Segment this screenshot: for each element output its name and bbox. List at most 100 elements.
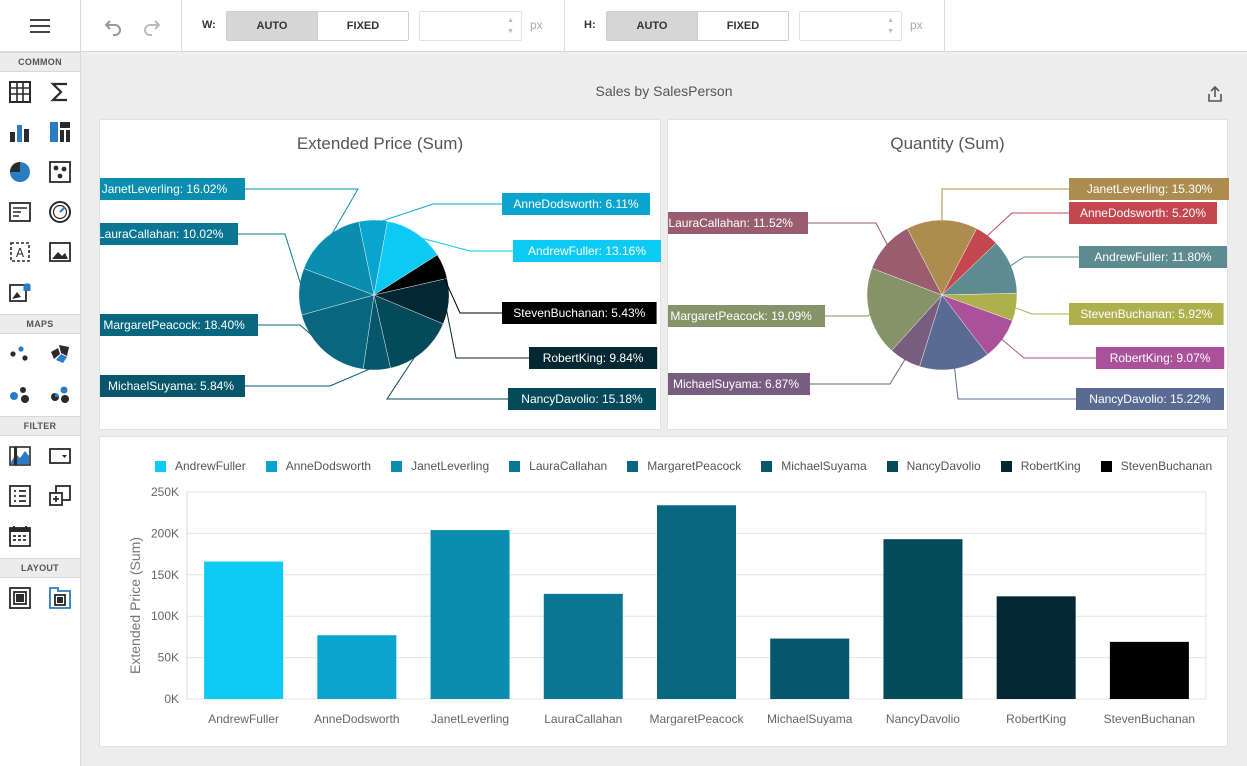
width-fixed-button[interactable]: FIXED — [317, 12, 408, 40]
toolbox-group-title: MAPS — [0, 314, 80, 334]
date-filter-icon[interactable] — [0, 516, 40, 556]
pie-label-box — [502, 193, 650, 215]
x-tick-label: RobertKing — [1006, 712, 1066, 726]
legend-item[interactable]: LauraCallahan — [509, 459, 607, 473]
legend-label: LauraCallahan — [529, 459, 608, 473]
scatter-icon[interactable] — [40, 152, 80, 192]
pie-label-connector — [984, 212, 1069, 239]
bar[interactable] — [543, 593, 623, 699]
toolbar-divider — [944, 0, 945, 52]
bound-image-icon[interactable] — [0, 272, 40, 312]
tree-view-icon[interactable] — [40, 476, 80, 516]
width-input[interactable]: ▲ ▼ — [419, 11, 522, 41]
tab-container-icon[interactable] — [40, 578, 80, 618]
list-box-icon[interactable] — [0, 476, 40, 516]
pie-label-box — [1069, 202, 1217, 224]
legend-swatch — [886, 460, 898, 472]
x-tick-label: LauraCallahan — [544, 712, 622, 726]
spin-down-icon[interactable]: ▼ — [507, 28, 514, 35]
pie-slice[interactable] — [303, 221, 375, 296]
hamburger-icon — [30, 18, 50, 33]
bar[interactable] — [883, 539, 963, 699]
bar[interactable] — [996, 596, 1076, 699]
combo-box-icon[interactable] — [40, 436, 80, 476]
toolbox-group — [0, 578, 80, 620]
legend-label: StevenBuchanan — [1120, 459, 1213, 473]
pie-slice[interactable] — [301, 294, 375, 370]
menu-button[interactable] — [0, 0, 80, 52]
legend-item[interactable]: StevenBuchanan — [1100, 459, 1213, 473]
legend-swatch — [155, 460, 166, 472]
spin-up-icon[interactable]: ▲ — [507, 17, 514, 24]
pie-label-box — [1096, 347, 1225, 369]
legend-item[interactable]: MargaretPeacock — [627, 459, 741, 473]
pie-slice[interactable] — [373, 220, 438, 296]
width-auto-button[interactable]: AUTO — [227, 12, 317, 40]
bubble-map-icon[interactable] — [0, 374, 40, 414]
pie-slice[interactable] — [358, 219, 388, 296]
export-icon[interactable] — [1203, 82, 1227, 106]
bar[interactable] — [430, 530, 510, 699]
card-icon[interactable] — [0, 192, 40, 232]
toolbox: COMMON A MAPS FILTER LAYOUT — [0, 0, 81, 766]
text-box-icon[interactable]: A — [0, 232, 40, 272]
redo-icon[interactable] — [140, 14, 164, 38]
bar-chart-icon[interactable] — [0, 112, 40, 152]
group-icon[interactable] — [0, 578, 40, 618]
bar[interactable] — [204, 561, 284, 699]
legend-item[interactable]: AndrewFuller — [155, 459, 246, 473]
sum-icon[interactable] — [40, 72, 80, 112]
bar[interactable] — [317, 635, 397, 699]
pie-chart-extended-price[interactable]: Extended Price (Sum) AndrewFuller: 13.16… — [99, 119, 661, 430]
legend-swatch — [265, 460, 277, 472]
pie-label-connector — [258, 324, 328, 349]
bar-chart-extended-price[interactable]: AndrewFuller AnneDodsworth JanetLeverling L… — [99, 436, 1228, 747]
legend-swatch — [1100, 460, 1112, 472]
toolbar-divider — [181, 0, 182, 52]
pie-chart-quantity[interactable]: Quantity (Sum) AnneDodsworth: 5.20% Andre… — [667, 119, 1229, 430]
pie-slice[interactable] — [866, 267, 943, 351]
legend-item[interactable]: MichaelSuyama — [761, 459, 867, 473]
treemap-icon[interactable] — [40, 112, 80, 152]
y-axis-label: Extended Price (Sum) — [127, 537, 143, 674]
spin-up-icon[interactable]: ▲ — [887, 17, 894, 24]
height-unit: px — [910, 18, 923, 32]
grid-icon[interactable] — [0, 72, 40, 112]
legend-label: AndrewFuller — [175, 459, 246, 473]
y-tick-label: 100K — [151, 609, 179, 623]
legend-item[interactable]: RobertKing — [1000, 459, 1081, 473]
toolbox-group — [0, 334, 80, 416]
pie-label-box — [513, 240, 661, 262]
legend-item[interactable]: AnneDodsworth — [265, 459, 372, 473]
legend-item[interactable]: NancyDavolio — [886, 459, 981, 473]
spin-down-icon[interactable]: ▼ — [887, 28, 894, 35]
range-filter-icon[interactable] — [0, 436, 40, 476]
gauge-icon[interactable] — [40, 192, 80, 232]
pie-label: StevenBuchanan: 5.92% — [1080, 307, 1212, 321]
undo-icon[interactable] — [101, 14, 125, 38]
image-icon[interactable] — [40, 232, 80, 272]
pie-label-connector — [245, 365, 377, 387]
x-tick-label: JanetLeverling — [431, 712, 509, 726]
legend-swatch — [761, 460, 773, 472]
pie-slice[interactable] — [373, 294, 444, 369]
bar[interactable] — [770, 638, 850, 699]
legend-label: AnneDodsworth — [285, 459, 372, 473]
pie-map-icon[interactable] — [40, 374, 80, 414]
x-tick-label: AnneDodsworth — [314, 712, 399, 726]
pie-label-connector — [444, 301, 529, 359]
pie-label: MargaretPeacock: 19.09% — [670, 309, 812, 323]
geo-point-map-icon[interactable] — [0, 334, 40, 374]
choropleth-map-icon[interactable] — [40, 334, 80, 374]
height-auto-button[interactable]: AUTO — [607, 12, 697, 40]
pie-label: NancyDavolio: 15.22% — [1089, 392, 1211, 406]
legend-item[interactable]: JanetLeverling — [391, 459, 489, 473]
height-fixed-button[interactable]: FIXED — [697, 12, 788, 40]
height-input[interactable]: ▲ ▼ — [799, 11, 902, 41]
legend-swatch — [627, 460, 639, 472]
bar[interactable] — [1109, 641, 1189, 699]
pie-chart-icon[interactable] — [0, 152, 40, 192]
pie-label-connector — [998, 336, 1096, 359]
pie-chart-svg: AnneDodsworth: 5.20% AndrewFuller: 11.80%… — [668, 178, 1229, 410]
bar[interactable] — [657, 505, 736, 699]
